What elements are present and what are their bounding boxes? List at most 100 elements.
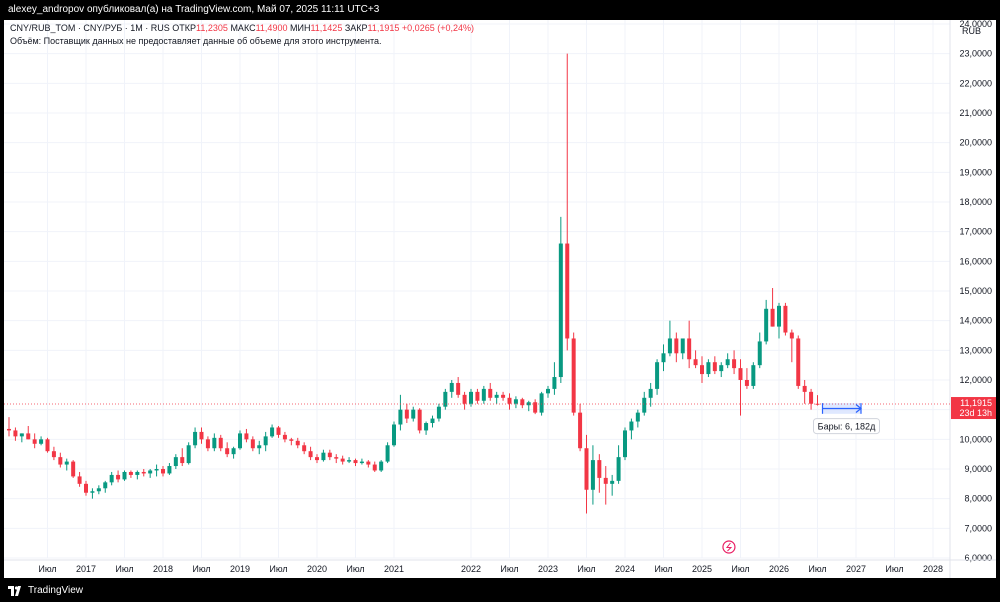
legend-symbol[interactable]: CNY/RUB_TOM · CNY/РУБ · 1М · RUS [10, 23, 170, 33]
candle-body[interactable] [494, 394, 499, 398]
candle-body[interactable] [270, 427, 275, 437]
candle-body[interactable] [571, 338, 576, 413]
candle-body[interactable] [648, 388, 653, 398]
candle-body[interactable] [96, 488, 101, 492]
candle-body[interactable] [468, 391, 473, 404]
candle-body[interactable] [565, 243, 570, 339]
candle-body[interactable] [732, 359, 737, 369]
candle-body[interactable] [417, 409, 422, 431]
candle-body[interactable] [148, 470, 153, 474]
candle-body[interactable] [776, 305, 781, 327]
chart-panel[interactable]: 6,00007,00008,00009,000010,000011,000012… [4, 20, 996, 578]
candle-body[interactable] [481, 388, 486, 401]
candle-body[interactable] [533, 402, 538, 413]
candle-body[interactable] [424, 423, 429, 431]
candle-body[interactable] [430, 418, 435, 424]
candle-body[interactable] [411, 409, 416, 419]
candle-body[interactable] [404, 409, 409, 419]
candle-body[interactable] [674, 338, 679, 354]
candle-body[interactable] [154, 469, 159, 471]
candle-body[interactable] [314, 457, 319, 461]
candle-body[interactable] [160, 469, 165, 474]
candle-body[interactable] [237, 433, 242, 449]
candle-body[interactable] [802, 385, 807, 392]
candle-body[interactable] [276, 427, 281, 435]
candle-body[interactable] [173, 457, 178, 467]
candle-body[interactable] [462, 394, 467, 404]
candle-body[interactable] [725, 359, 730, 366]
candle-body[interactable] [635, 412, 640, 422]
candle-body[interactable] [610, 480, 615, 484]
candle-body[interactable] [19, 433, 24, 437]
candle-body[interactable] [250, 439, 255, 449]
candle-body[interactable] [507, 397, 512, 404]
candle-body[interactable] [83, 483, 88, 493]
candle-body[interactable] [520, 399, 525, 406]
candle-body[interactable] [282, 434, 287, 440]
candle-body[interactable] [545, 388, 550, 394]
candle-body[interactable] [622, 430, 627, 458]
candle-body[interactable] [629, 421, 634, 431]
candle-body[interactable] [770, 308, 775, 327]
candle-body[interactable] [488, 388, 493, 398]
candle-body[interactable] [212, 437, 217, 449]
candle-body[interactable] [135, 471, 140, 475]
candle-body[interactable] [231, 448, 236, 455]
candle-body[interactable] [359, 461, 364, 464]
candle-body[interactable] [616, 457, 621, 481]
candle-body[interactable] [116, 474, 121, 480]
candle-body[interactable] [218, 437, 223, 449]
candle-body[interactable] [751, 365, 756, 386]
candle-body[interactable] [257, 445, 262, 449]
candle-body[interactable] [783, 305, 788, 333]
candle-body[interactable] [719, 365, 724, 372]
candle-body[interactable] [32, 439, 37, 444]
candlestick-chart[interactable]: 6,00007,00008,00009,000010,000011,000012… [4, 20, 996, 578]
candle-body[interactable] [443, 391, 448, 407]
candle-body[interactable] [39, 439, 44, 444]
candle-body[interactable] [436, 406, 441, 419]
candle-body[interactable] [199, 431, 204, 440]
candle-body[interactable] [796, 338, 801, 386]
candle-body[interactable] [302, 445, 307, 452]
candle-body[interactable] [712, 362, 717, 372]
candle-body[interactable] [334, 457, 339, 459]
candle-body[interactable] [77, 476, 82, 484]
candle-body[interactable] [64, 461, 69, 465]
candle-body[interactable] [642, 397, 647, 413]
candle-body[interactable] [398, 409, 403, 425]
candle-body[interactable] [584, 448, 589, 490]
candle-body[interactable] [289, 439, 294, 441]
candle-body[interactable] [513, 399, 518, 404]
candle-body[interactable] [103, 482, 108, 489]
candle-body[interactable] [667, 338, 672, 354]
candle-body[interactable] [687, 338, 692, 360]
candle-body[interactable] [327, 452, 332, 458]
candle-body[interactable] [7, 428, 11, 431]
candle-body[interactable] [308, 451, 313, 458]
candle-body[interactable] [597, 460, 602, 478]
candle-body[interactable] [180, 457, 185, 464]
candle-body[interactable] [539, 393, 544, 413]
candle-body[interactable] [122, 471, 127, 480]
candle-body[interactable] [558, 243, 563, 378]
candle-body[interactable] [757, 341, 762, 366]
candle-body[interactable] [526, 402, 531, 406]
candle-body[interactable] [372, 464, 377, 471]
candle-body[interactable] [186, 445, 191, 464]
candle-body[interactable] [738, 368, 743, 380]
candle-body[interactable] [456, 382, 461, 395]
candle-body[interactable] [225, 448, 230, 455]
candle-body[interactable] [263, 436, 268, 446]
candle-body[interactable] [51, 451, 56, 458]
candle-body[interactable] [764, 308, 769, 342]
candle-body[interactable] [109, 474, 114, 483]
candle-body[interactable] [26, 433, 31, 440]
candle-body[interactable] [347, 460, 352, 462]
candle-body[interactable] [809, 391, 814, 404]
candle-body[interactable] [680, 338, 685, 354]
tradingview-logo[interactable]: TradingView [8, 580, 83, 602]
candle-body[interactable] [45, 439, 50, 452]
candle-body[interactable] [693, 359, 698, 366]
candle-body[interactable] [295, 440, 300, 446]
